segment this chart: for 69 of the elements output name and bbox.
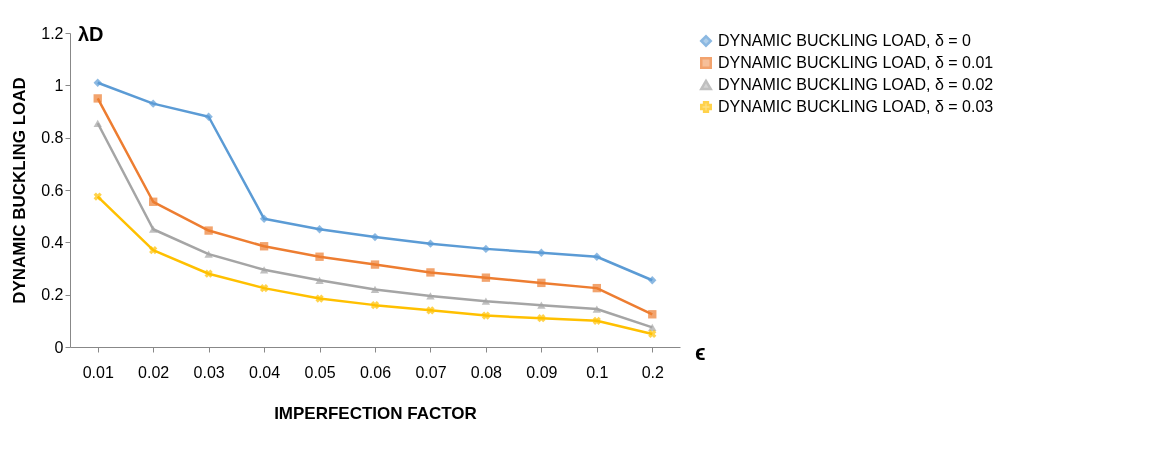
y-tick-label: 0.2 bbox=[41, 286, 64, 304]
point bbox=[204, 112, 213, 121]
y-tick-label: 0 bbox=[54, 338, 64, 356]
x-axis-title: IMPERFECTION FACTOR bbox=[274, 403, 477, 423]
point bbox=[93, 119, 102, 127]
point bbox=[259, 283, 269, 293]
point bbox=[426, 306, 435, 315]
y-tick-label: 1 bbox=[54, 76, 64, 94]
legend-label: DYNAMIC BUCKLING LOAD, δ = 0.03 bbox=[718, 98, 994, 115]
y-tick-label: 0.8 bbox=[41, 129, 64, 147]
point bbox=[259, 266, 269, 274]
annotation: λD bbox=[78, 23, 104, 45]
point bbox=[149, 246, 158, 255]
point bbox=[537, 314, 546, 323]
x-tick-label: 0.1 bbox=[586, 363, 609, 381]
x-tick-label: 0.07 bbox=[415, 363, 447, 381]
point bbox=[648, 329, 657, 339]
point bbox=[149, 99, 158, 108]
x-tick-label: 0.05 bbox=[304, 363, 336, 381]
point bbox=[370, 285, 380, 294]
point bbox=[204, 250, 213, 258]
point bbox=[93, 94, 102, 103]
point bbox=[315, 276, 324, 284]
legend-label: DYNAMIC BUCKLING LOAD, δ = 0 bbox=[718, 32, 972, 49]
point bbox=[426, 239, 435, 248]
x-tick-label: 0.01 bbox=[82, 363, 114, 381]
point bbox=[648, 310, 657, 319]
point bbox=[259, 242, 269, 251]
point bbox=[370, 232, 380, 242]
point bbox=[426, 268, 435, 277]
point bbox=[93, 192, 102, 201]
point bbox=[370, 260, 380, 269]
y-tick-label: 0.6 bbox=[41, 181, 64, 199]
point bbox=[537, 248, 546, 257]
point bbox=[204, 226, 213, 235]
text: ϵ bbox=[695, 340, 706, 365]
x-tick-label: 0.06 bbox=[359, 363, 392, 381]
point bbox=[537, 301, 546, 309]
x-tick-label: 0.04 bbox=[249, 363, 281, 381]
y-axis-title: DYNAMIC BUCKLING LOAD bbox=[10, 77, 30, 304]
x-tick-label: 0.2 bbox=[641, 363, 664, 381]
x-tick-label: 0.08 bbox=[470, 363, 503, 381]
y-tick-label: 0.4 bbox=[41, 233, 64, 251]
point bbox=[592, 305, 601, 313]
point bbox=[481, 297, 491, 305]
legend-label: DYNAMIC BUCKLING LOAD, δ = 0.02 bbox=[718, 76, 994, 93]
y-tick-label: 1.2 bbox=[41, 24, 64, 42]
point bbox=[204, 269, 213, 278]
point bbox=[315, 252, 324, 261]
x-tick-label: 0.09 bbox=[526, 363, 558, 381]
point bbox=[315, 225, 324, 234]
point bbox=[592, 283, 601, 293]
point bbox=[93, 78, 102, 87]
x-tick-label: 0.03 bbox=[193, 363, 225, 381]
point bbox=[481, 311, 491, 320]
point bbox=[149, 225, 158, 233]
point bbox=[648, 323, 657, 331]
point bbox=[259, 214, 269, 223]
point bbox=[592, 252, 601, 261]
point bbox=[592, 316, 601, 325]
point bbox=[537, 278, 546, 288]
point bbox=[149, 197, 158, 206]
point bbox=[481, 273, 491, 282]
legend-label: DYNAMIC BUCKLING LOAD, δ = 0.01 bbox=[718, 54, 994, 71]
x-tick-label: 0.02 bbox=[138, 363, 170, 381]
point bbox=[370, 300, 380, 310]
point bbox=[315, 294, 324, 303]
point bbox=[648, 276, 657, 285]
point bbox=[426, 292, 435, 300]
